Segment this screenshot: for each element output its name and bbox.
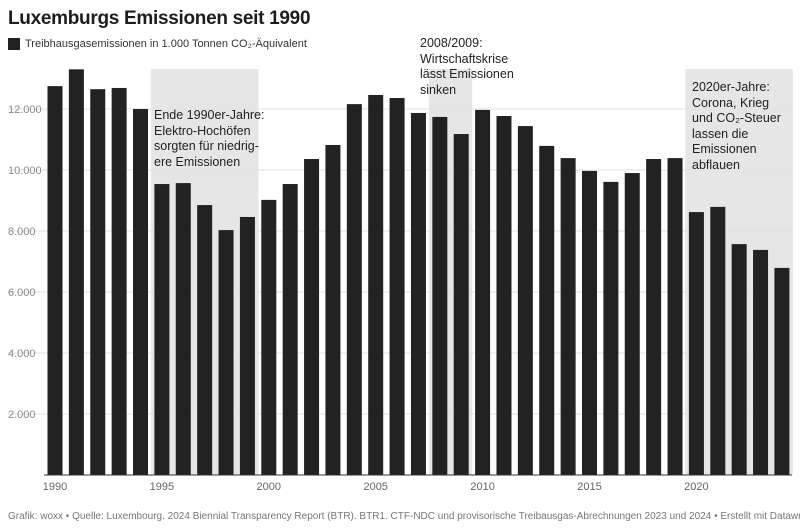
bar-2014 <box>560 158 576 476</box>
bar-1998 <box>218 230 234 475</box>
chart-title: Luxemburgs Emissionen seit 1990 <box>8 8 311 29</box>
bar-2000 <box>261 199 277 475</box>
y-tick-label: 12.000 <box>8 104 42 116</box>
annotation-1990s: Ende 1990er-Jahre: Elektro-Hochöfen sorg… <box>154 108 265 169</box>
bar-1990 <box>47 86 63 475</box>
bar-1994 <box>133 109 149 475</box>
bar-1999 <box>239 216 255 475</box>
bar-1992 <box>90 89 106 476</box>
footer-source: Grafik: woxx • Quelle: Luxembourg. 2024 … <box>8 511 800 522</box>
y-tick-label: 6.000 <box>8 287 36 299</box>
x-tick-label: 2015 <box>577 481 601 493</box>
bar-1997 <box>197 205 213 475</box>
bar-2015 <box>582 170 597 476</box>
x-tick-label: 2010 <box>470 481 494 493</box>
x-tick-label: 1995 <box>150 481 174 493</box>
bar-2011 <box>496 116 512 475</box>
bar-1991 <box>68 69 84 475</box>
bar-2008 <box>432 116 448 476</box>
bar-2001 <box>282 184 298 475</box>
y-tick-label: 2.000 <box>8 409 36 421</box>
bar-2012 <box>517 126 533 475</box>
bar-2017 <box>624 173 640 476</box>
bar-2018 <box>646 159 662 475</box>
bar-2022 <box>731 244 747 475</box>
bar-2010 <box>475 109 491 475</box>
bar-2009 <box>453 134 469 475</box>
x-tick-label: 1990 <box>43 481 67 493</box>
bar-2019 <box>667 158 683 476</box>
bar-2024 <box>774 267 790 475</box>
annotation-2020s: 2020er-Jahre: Corona, Krieg und CO₂-Steu… <box>692 80 781 172</box>
x-tick-label: 2000 <box>257 481 281 493</box>
bar-2002 <box>304 159 320 475</box>
bar-2016 <box>603 181 619 475</box>
y-tick-label: 10.000 <box>8 165 42 177</box>
bar-1996 <box>175 183 191 476</box>
legend: Treibhausgasemissionen in 1.000 Tonnen C… <box>8 38 307 50</box>
bar-1993 <box>111 87 127 475</box>
bar-2023 <box>753 249 769 475</box>
y-tick-label: 4.000 <box>8 348 36 360</box>
bar-2004 <box>346 104 362 476</box>
y-tick-label: 8.000 <box>8 226 36 238</box>
bar-2020 <box>688 212 704 475</box>
bar-2006 <box>389 98 405 476</box>
annotation-2008: 2008/2009: Wirtschaftskrise lässt Emissi… <box>420 36 514 97</box>
bar-2003 <box>325 144 341 476</box>
legend-swatch <box>8 38 20 50</box>
bar-2013 <box>539 145 555 475</box>
bar-1995 <box>154 184 170 475</box>
x-tick-label: 2020 <box>684 481 708 493</box>
legend-label: Treibhausgasemissionen in 1.000 Tonnen C… <box>25 38 307 50</box>
bar-2005 <box>368 94 384 475</box>
x-tick-label: 2005 <box>363 481 387 493</box>
bar-2021 <box>710 206 726 475</box>
bar-2007 <box>410 112 426 475</box>
